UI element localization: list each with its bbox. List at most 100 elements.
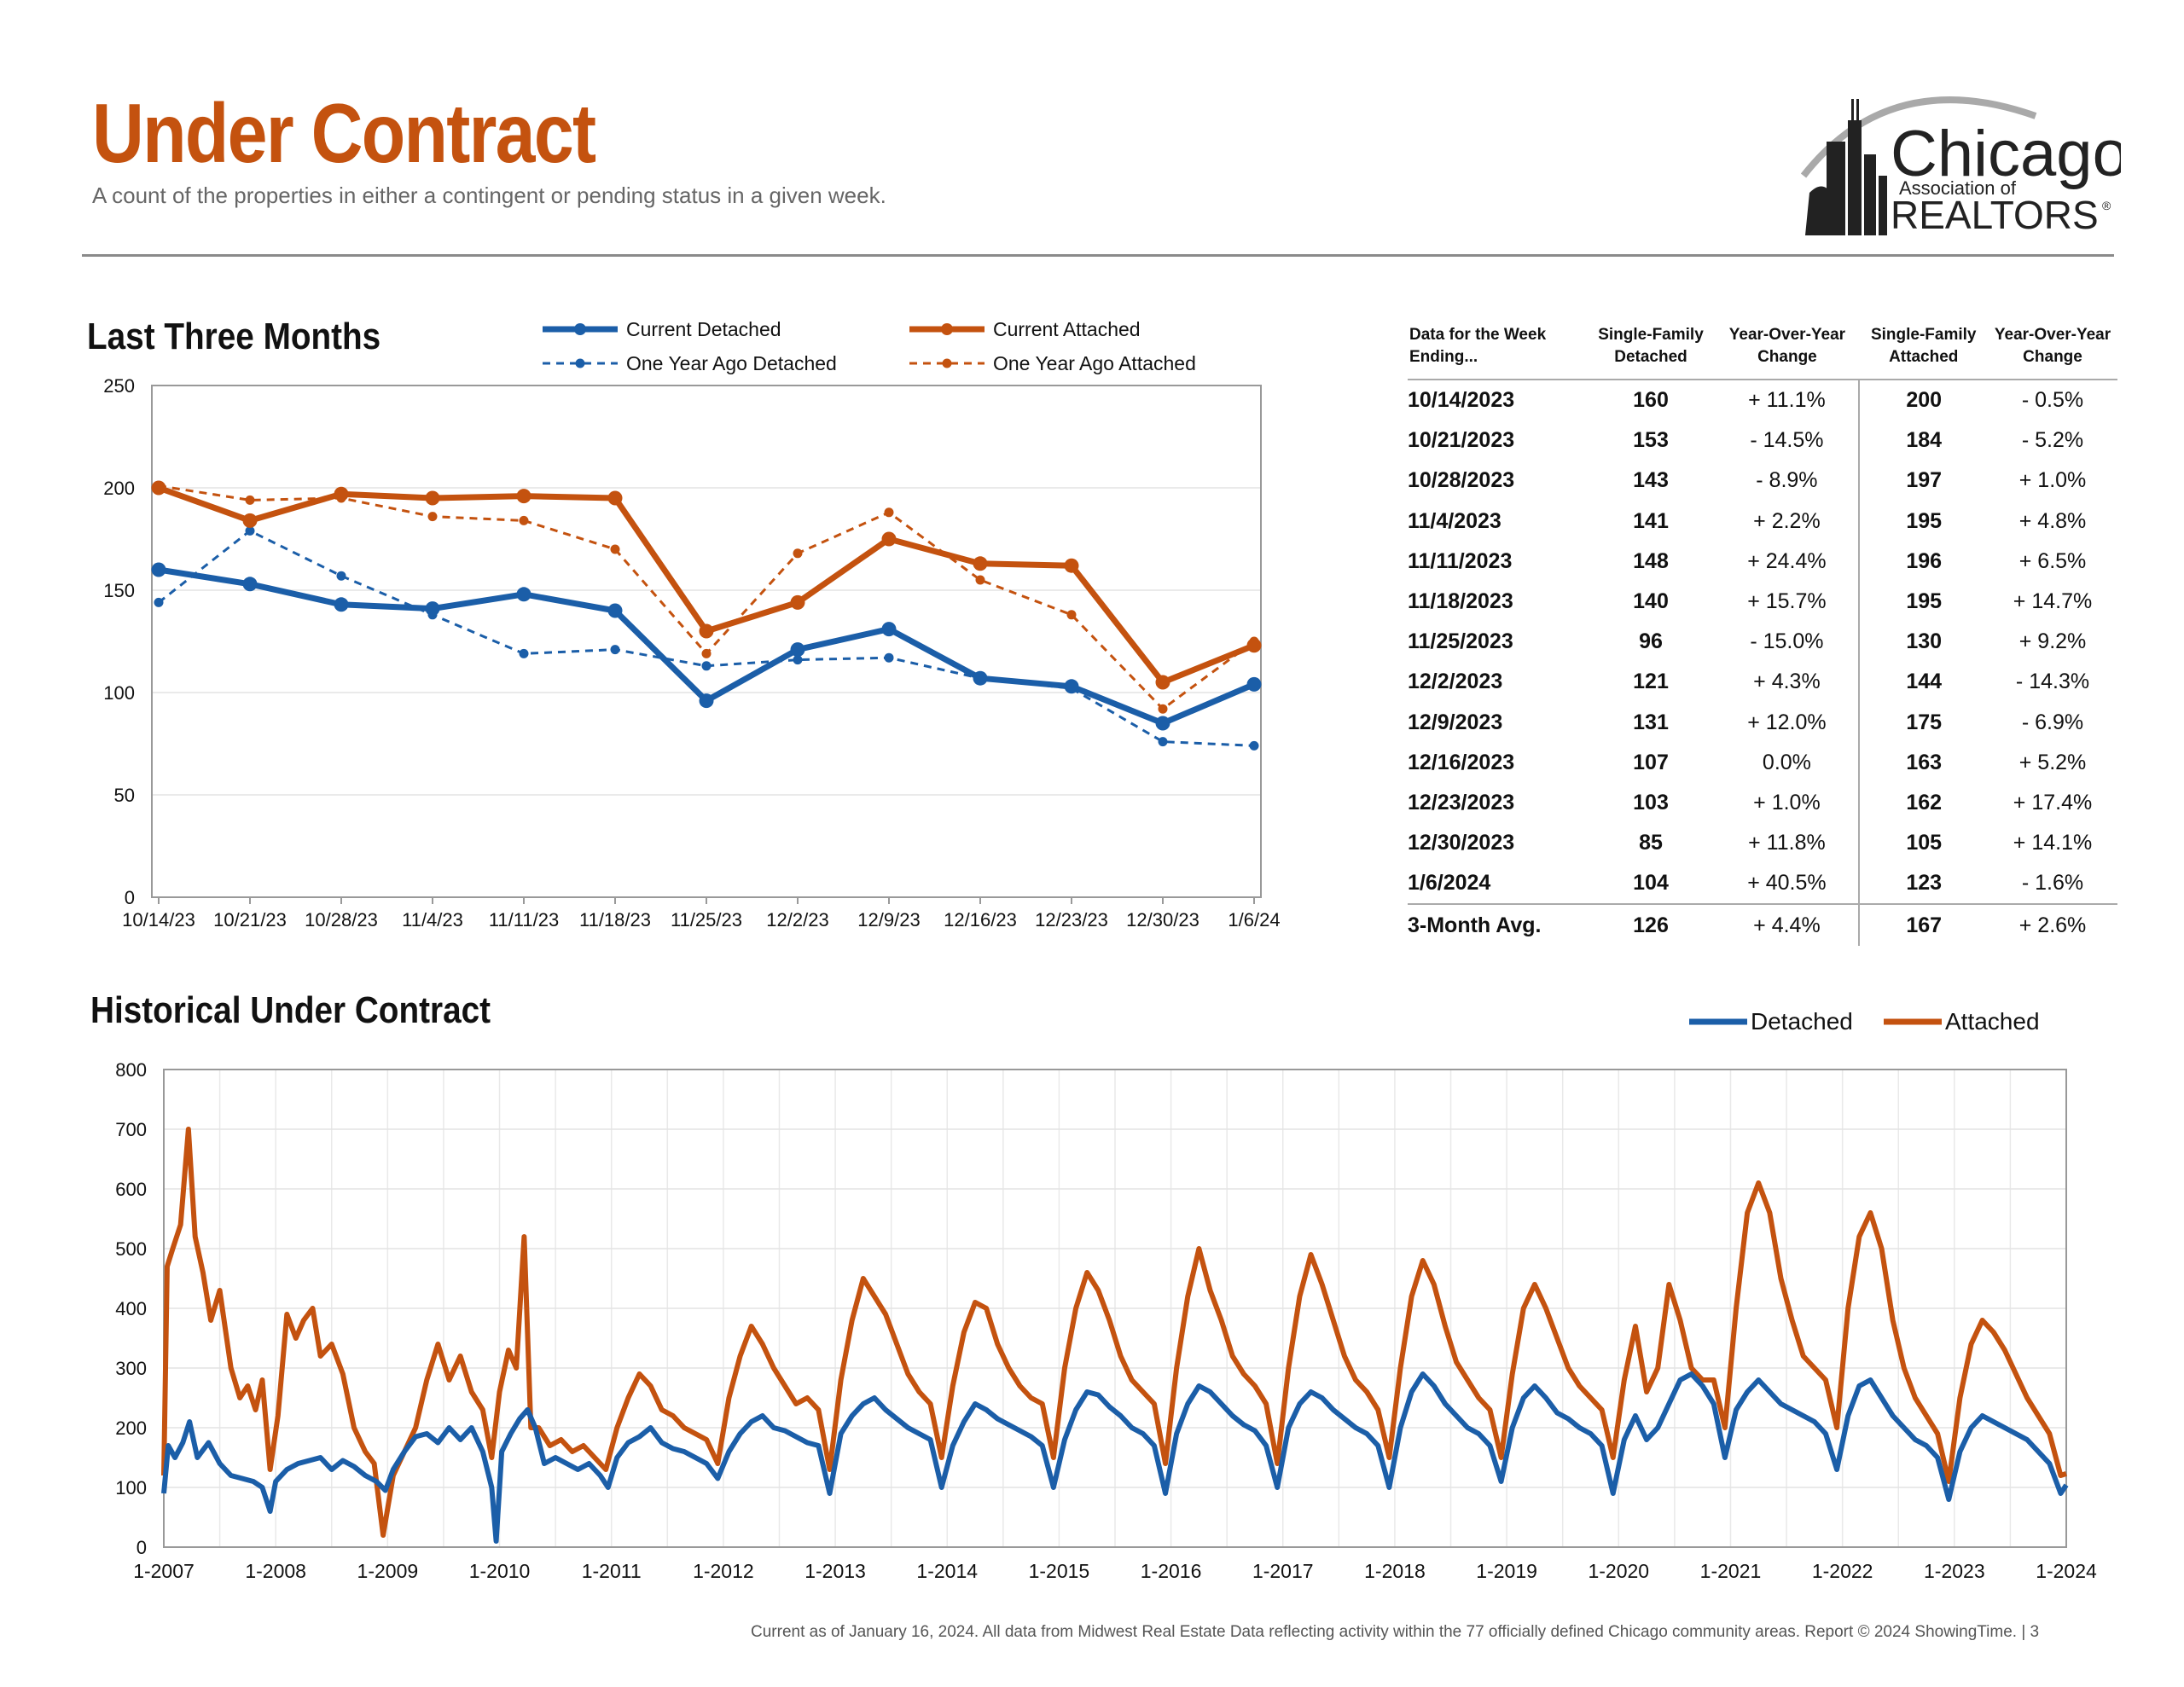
legend-label: Current Detached [626,318,781,340]
data-point [884,507,894,518]
x-tick-label: 12/9/23 [857,909,920,930]
header-divider [82,254,2114,257]
x-tick-label: 1-2023 [1924,1560,1985,1582]
data-point [1155,716,1170,731]
cell-detached: 143 [1633,468,1669,493]
cell-attached-change: + 9.2% [2018,629,2087,654]
data-point [1066,610,1077,620]
data-point [425,601,440,617]
y-tick-label: 200 [115,1417,147,1439]
logo-chicago: Chicago [1891,118,2121,190]
cell-attached-change: - 1.6% [2021,871,2084,896]
cell-week: 12/23/2023 [1408,790,1515,815]
x-tick-label: 1-2014 [916,1560,978,1582]
data-point [699,623,714,639]
cell-detached: 107 [1633,750,1669,774]
table-row: 11/25/2023 96 - 15.0% 130 + 9.2% [1408,622,2117,663]
x-tick-label: 1-2016 [1141,1560,1202,1582]
cell-attached: 197 [1906,468,1943,493]
data-point [516,587,531,602]
cell-detached: 104 [1633,871,1669,896]
logo-registered-mark: ® [2102,199,2111,212]
y-tick-label: 400 [115,1298,147,1319]
data-point [334,597,349,612]
weekly-data-table: Data for the Week Ending... Single-Famil… [1408,321,2117,946]
cell-avg-attached: 167 [1859,903,1989,946]
data-point [607,490,623,506]
cell-week: 11/25/2023 [1408,629,1513,654]
data-point [519,648,529,658]
x-tick-label: 1-2017 [1252,1560,1314,1582]
cell-attached-change: - 14.3% [2015,670,2090,694]
header-detached: Single-Family Detached [1586,321,1716,380]
cell-attached: 163 [1906,750,1943,774]
x-tick-label: 11/25/23 [671,909,742,930]
cell-attached-change: + 6.5% [2018,548,2087,573]
data-point [881,531,897,547]
x-tick-label: 1-2018 [1364,1560,1426,1582]
data-point [245,525,255,536]
data-point [151,562,166,577]
x-tick-label: 1-2008 [245,1560,306,1582]
cell-week: 10/28/2023 [1408,468,1515,493]
data-point [1246,638,1262,653]
legend-marker [941,323,953,335]
cell-attached: 196 [1906,548,1943,573]
x-tick-label: 1-2024 [2036,1560,2097,1582]
x-tick-label: 12/30/23 [1126,909,1199,930]
data-point [1158,704,1168,714]
data-point [701,661,712,671]
y-tick-label: 600 [115,1179,147,1200]
cell-attached: 144 [1906,670,1943,694]
data-point [1064,558,1079,573]
cell-detached: 85 [1639,831,1663,855]
cell-attached-change: + 14.1% [2013,831,2093,855]
cell-detached: 103 [1633,790,1669,815]
cell-attached: 130 [1906,629,1943,654]
x-tick-label: 12/2/23 [766,909,828,930]
cell-detached-change: + 2.2% [1715,501,1861,542]
cell-detached: 140 [1633,589,1669,614]
x-tick-label: 12/23/23 [1035,909,1108,930]
cell-attached: 162 [1906,790,1943,815]
data-point [975,575,985,585]
logo-association: Association of [1899,177,2017,199]
cell-attached-change: + 17.4% [2013,790,2093,815]
y-tick-label: 0 [125,887,135,908]
y-tick-label: 300 [115,1358,147,1379]
data-point [973,670,988,686]
cell-detached: 160 [1633,388,1669,413]
section-title-historical: Historical Under Contract [90,989,491,1031]
cell-detached-change: + 11.8% [1715,823,1861,864]
chicago-realtors-logo: Chicago Association of REALTORS ® [1800,96,2121,237]
data-point [699,693,714,709]
data-point [1064,679,1079,694]
cell-detached: 131 [1633,710,1669,734]
data-point [336,571,346,581]
cell-attached-change: + 4.8% [2018,508,2087,533]
y-tick-label: 100 [115,1477,147,1499]
cell-attached: 105 [1906,831,1943,855]
data-point [242,577,258,592]
cell-attached: 195 [1906,508,1943,533]
table-row: 10/28/2023 143 - 8.9% 197 + 1.0% [1408,461,2117,501]
data-point [793,548,803,559]
legend-label: Attached [1945,1008,2040,1035]
data-point [1249,740,1259,751]
data-point [607,603,623,618]
y-tick-label: 200 [103,478,135,499]
cell-attached-change: + 1.0% [2018,468,2087,493]
data-point [242,513,258,528]
cell-week: 11/18/2023 [1408,589,1513,614]
page-title: Under Contract [92,86,596,180]
cell-avg-attached-change: + 2.6% [1988,903,2117,946]
data-point [519,515,529,525]
recent-weeks-line-chart: 0 50 100 150 200 250 10/14/23 10/21/23 10/28/23 1… [103,318,1280,930]
table-avg-row: 3-Month Avg. 126 + 4.4% 167 + 2.6% [1408,903,2117,946]
cell-week: 11/4/2023 [1408,508,1502,533]
x-tick-label: 1-2011 [582,1560,642,1582]
cell-avg-detached: 126 [1586,903,1716,946]
cell-week: 10/14/2023 [1408,388,1515,413]
x-tick-label: 1/6/24 [1228,909,1280,930]
header-attached-change: Year-Over-Year Change [1988,321,2117,380]
